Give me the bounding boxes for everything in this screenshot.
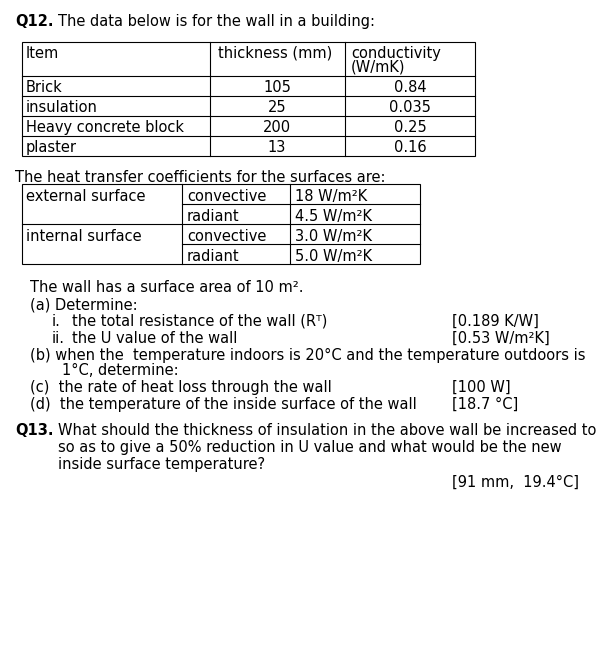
Text: internal surface: internal surface — [26, 229, 141, 244]
Text: 4.5 W/m²K: 4.5 W/m²K — [295, 209, 372, 224]
Text: [0.189 K/W]: [0.189 K/W] — [452, 314, 539, 329]
Text: 25: 25 — [268, 100, 287, 115]
Text: What should the thickness of insulation in the above wall be increased to: What should the thickness of insulation … — [58, 423, 597, 438]
Text: (W/mK): (W/mK) — [351, 59, 406, 74]
Text: [18.7 °C]: [18.7 °C] — [452, 397, 518, 412]
Text: i.: i. — [52, 314, 61, 329]
Text: (b) when the  temperature indoors is 20°C and the temperature outdoors is: (b) when the temperature indoors is 20°C… — [30, 348, 586, 363]
Text: [100 W]: [100 W] — [452, 380, 510, 395]
Text: radiant: radiant — [187, 249, 240, 264]
Text: inside surface temperature?: inside surface temperature? — [58, 457, 265, 472]
Text: 0.25: 0.25 — [394, 120, 426, 135]
Text: 0.16: 0.16 — [394, 140, 426, 155]
Text: 200: 200 — [263, 120, 291, 135]
Text: Brick: Brick — [26, 80, 63, 95]
Text: The data below is for the wall in a building:: The data below is for the wall in a buil… — [58, 14, 375, 29]
Text: 1°C, determine:: 1°C, determine: — [62, 363, 179, 378]
Text: Item: Item — [26, 46, 59, 61]
Text: 5.0 W/m²K: 5.0 W/m²K — [295, 249, 372, 264]
Bar — [22, 184, 420, 264]
Text: 0.035: 0.035 — [389, 100, 431, 115]
Text: the U value of the wall: the U value of the wall — [72, 331, 237, 346]
Text: thickness (mm): thickness (mm) — [218, 46, 332, 61]
Text: Q12.: Q12. — [15, 14, 54, 29]
Text: The heat transfer coefficients for the surfaces are:: The heat transfer coefficients for the s… — [15, 170, 385, 185]
Text: external surface: external surface — [26, 189, 146, 204]
Text: Q13.: Q13. — [15, 423, 54, 438]
Text: [91 mm,  19.4°C]: [91 mm, 19.4°C] — [452, 475, 579, 490]
Text: so as to give a 50% reduction in U value and what would be the new: so as to give a 50% reduction in U value… — [58, 440, 562, 455]
Text: Heavy concrete block: Heavy concrete block — [26, 120, 184, 135]
Bar — [22, 42, 475, 156]
Text: ii.: ii. — [52, 331, 65, 346]
Text: (a) Determine:: (a) Determine: — [30, 297, 138, 312]
Text: convective: convective — [187, 189, 266, 204]
Text: (d)  the temperature of the inside surface of the wall: (d) the temperature of the inside surfac… — [30, 397, 417, 412]
Text: conductivity: conductivity — [351, 46, 441, 61]
Text: 105: 105 — [263, 80, 291, 95]
Text: plaster: plaster — [26, 140, 77, 155]
Text: 13: 13 — [268, 140, 286, 155]
Text: convective: convective — [187, 229, 266, 244]
Text: 3.0 W/m²K: 3.0 W/m²K — [295, 229, 372, 244]
Text: radiant: radiant — [187, 209, 240, 224]
Text: [0.53 W/m²K]: [0.53 W/m²K] — [452, 331, 550, 346]
Text: The wall has a surface area of 10 m².: The wall has a surface area of 10 m². — [30, 280, 303, 295]
Text: (c)  the rate of heat loss through the wall: (c) the rate of heat loss through the wa… — [30, 380, 332, 395]
Text: 0.84: 0.84 — [394, 80, 426, 95]
Text: the total resistance of the wall (Rᵀ): the total resistance of the wall (Rᵀ) — [72, 314, 327, 329]
Text: insulation: insulation — [26, 100, 98, 115]
Text: 18 W/m²K: 18 W/m²K — [295, 189, 367, 204]
